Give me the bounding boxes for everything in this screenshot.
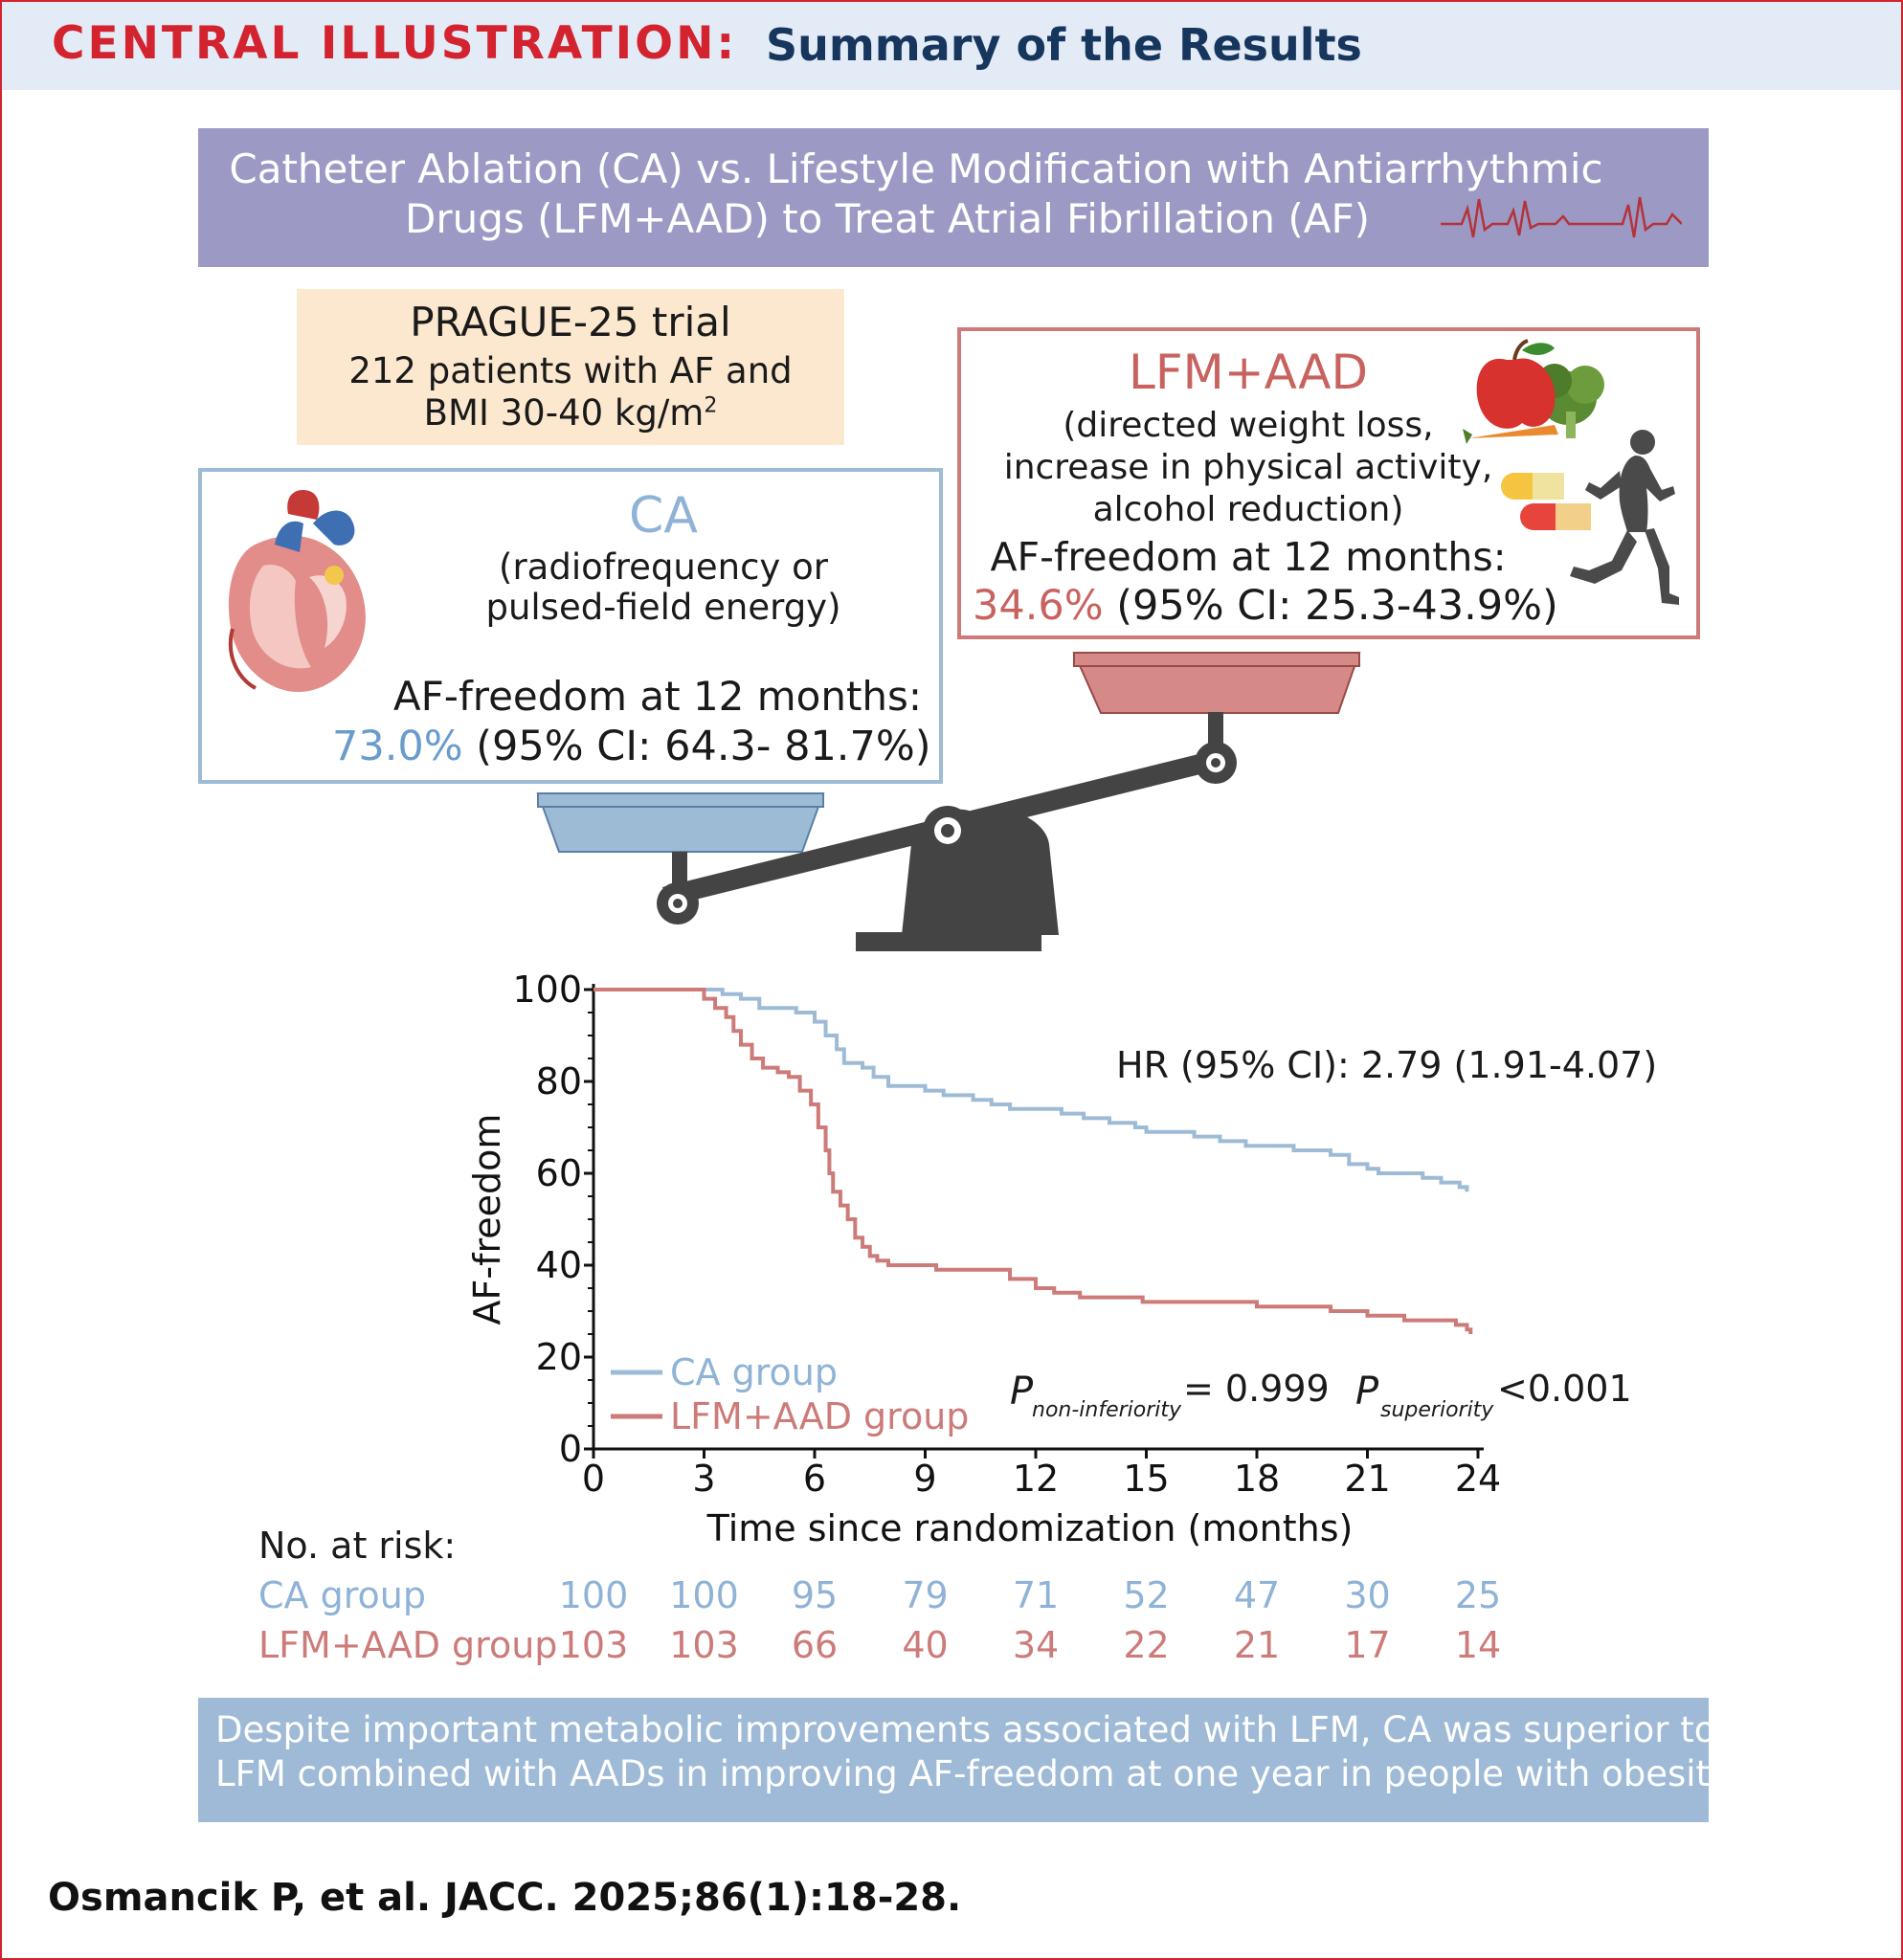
lfm-freedom-result: 34.6% (95% CI: 25.3-43.9%) (973, 582, 1558, 630)
x-tick-label: 21 (1344, 1458, 1390, 1500)
banner-line-1: Catheter Ablation (CA) vs. Lifestyle Mod… (229, 145, 1603, 192)
p-sup-sub: superiority (1380, 1398, 1494, 1422)
risk-table-header: No. at risk: (258, 1525, 457, 1567)
lfm-desc-3: alcohol reduction) (1092, 490, 1404, 529)
lfm-desc-2: increase in physical activity, (1003, 448, 1493, 487)
risk-cell: 66 (791, 1624, 839, 1666)
lfm-freedom-ci: (95% CI: 25.3-43.9%) (1116, 582, 1558, 630)
series-line-1 (593, 988, 1473, 1334)
risk-row-label: CA group (258, 1574, 426, 1616)
chart-lines (593, 988, 1473, 1334)
risk-cell: 103 (669, 1624, 739, 1666)
ca-freedom-value: 73.0% (332, 723, 463, 770)
chart-axes: 0 20 40 60 80 100 0 3 6 9 12 15 18 21 24 Time since ran… (466, 969, 1501, 1549)
y-tick-label: 60 (536, 1152, 582, 1194)
lfm-desc-1: (directed weight loss, (1063, 406, 1434, 445)
trial-line-1: 212 patients with AF and (348, 350, 793, 391)
pills-icon (1501, 473, 1591, 530)
conclusion-box: Despite important metabolic improvements… (198, 1698, 1736, 1822)
y-tick-label: 0 (559, 1428, 582, 1470)
risk-cell: 22 (1123, 1624, 1170, 1666)
hr-annotation: HR (95% CI): 2.79 (1.91-4.07) (1116, 1044, 1657, 1086)
risk-cell: 71 (1012, 1574, 1060, 1616)
ca-desc-2: pulsed-field energy) (485, 587, 841, 628)
conclusion-line-1: Despite important metabolic improvements… (215, 1709, 1716, 1750)
ca-title: CA (629, 487, 698, 545)
bmi-text: BMI 30-40 kg/m (423, 392, 705, 434)
p-values: P non-inferiority = 0.999 P superiority … (1010, 1368, 1632, 1422)
risk-cell: 14 (1454, 1624, 1502, 1666)
risk-cell: 52 (1123, 1574, 1170, 1616)
risk-row-label: LFM+AAD group (258, 1624, 558, 1666)
y-tick-label: 40 (536, 1244, 582, 1286)
risk-cell: 100 (669, 1574, 739, 1616)
risk-cell: 25 (1454, 1574, 1502, 1616)
ca-freedom-label: AF-freedom at 12 months: (392, 673, 923, 720)
x-axis-label: Time since randomization (months) (706, 1507, 1354, 1549)
citation: Osmancik P, et al. JACC. 2025;86(1):18-2… (48, 1876, 962, 1920)
legend-label-0: CA group (670, 1351, 838, 1393)
p-sup-value: <0.001 (1497, 1368, 1632, 1410)
header-label: CENTRAL ILLUSTRATION: (52, 17, 738, 70)
y-tick-label: 20 (536, 1336, 582, 1378)
legend-label-1: LFM+AAD group (670, 1395, 969, 1437)
balance-scale-icon (536, 652, 1361, 951)
ca-freedom-ci: (95% CI: 64.3- 81.7%) (476, 723, 931, 770)
risk-cell: 103 (558, 1624, 629, 1666)
risk-cell: 100 (558, 1574, 629, 1616)
x-tick-label: 15 (1123, 1458, 1169, 1500)
header-subtitle: Summary of the Results (766, 19, 1362, 71)
y-axis-label: AF-freedom (466, 1114, 508, 1325)
risk-cell: 21 (1233, 1624, 1281, 1666)
risk-cell: 79 (902, 1574, 949, 1616)
header-bar: CENTRAL ILLUSTRATION: Summary of the Res… (2, 2, 1901, 90)
risk-cell: 30 (1344, 1574, 1391, 1616)
risk-cell: 40 (902, 1624, 949, 1666)
ca-freedom-result: 73.0% (95% CI: 64.3- 81.7%) (332, 723, 930, 770)
risk-cell: 47 (1233, 1574, 1281, 1616)
trial-name: PRAGUE-25 trial (410, 299, 731, 345)
x-tick-label: 12 (1013, 1458, 1059, 1500)
x-tick-label: 0 (582, 1458, 605, 1500)
bmi-superscript: 2 (704, 393, 718, 418)
y-tick-label: 80 (536, 1060, 582, 1102)
p-sup-label: P (1355, 1370, 1379, 1414)
lfm-title: LFM+AAD (1129, 345, 1368, 400)
risk-cell: 95 (791, 1574, 839, 1616)
apple-vegetables-icon (1463, 339, 1604, 444)
ecg-waveform-icon (1441, 196, 1682, 238)
p-nonInf-value: = 0.999 (1183, 1368, 1330, 1410)
p-nonInf-sub: non-inferiority (1032, 1398, 1182, 1422)
runner-icon (1570, 430, 1679, 605)
ca-desc-1: (radiofrequency or (499, 546, 828, 588)
lfm-freedom-value: 34.6% (973, 582, 1104, 630)
risk-cell: 34 (1012, 1624, 1060, 1666)
lfm-freedom-label: AF-freedom at 12 months: (990, 534, 1507, 580)
p-nonInf-label: P (1010, 1370, 1034, 1414)
x-tick-label: 6 (803, 1458, 826, 1500)
y-tick-label: 100 (512, 969, 582, 1011)
km-chart: 0 20 40 60 80 100 0 3 6 9 12 15 18 21 24 Time since ran… (466, 969, 1657, 1549)
series-line-0 (593, 988, 1469, 1192)
risk-cell: 17 (1344, 1624, 1391, 1666)
lfm-aad-box: LFM+AAD (directed weight loss, increase … (957, 327, 1700, 639)
trial-info-box: PRAGUE-25 trial 212 patients with AF and… (297, 289, 844, 445)
banner-line-2: Drugs (LFM+AAD) to Treat Atrial Fibrilla… (405, 195, 1370, 242)
x-tick-label: 18 (1234, 1458, 1280, 1500)
x-tick-label: 9 (913, 1458, 936, 1500)
trial-line-2: BMI 30-40 kg/m2 (297, 392, 844, 434)
x-tick-label: 3 (692, 1458, 715, 1500)
x-tick-label: 24 (1455, 1458, 1501, 1500)
ca-box: CA (radiofrequency or pulsed-field energ… (198, 468, 943, 784)
heart-illustration (228, 490, 366, 693)
conclusion-line-2: LFM combined with AADs in improving AF-f… (215, 1753, 1737, 1794)
title-banner: Catheter Ablation (CA) vs. Lifestyle Mod… (198, 128, 1709, 267)
